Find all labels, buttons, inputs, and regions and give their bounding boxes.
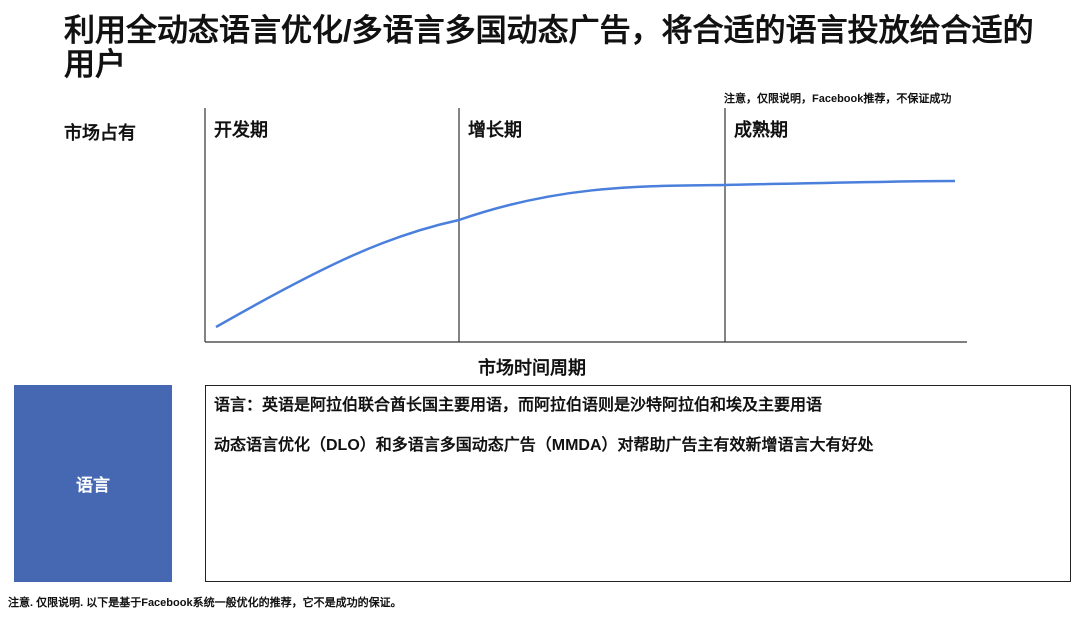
info-box: 语言：英语是阿拉伯联合酋长国主要用语，而阿拉伯语则是沙特阿拉伯和埃及主要用语 动… <box>205 385 1071 582</box>
y-axis-label: 市场占有 <box>64 123 136 143</box>
phase-label-growth: 增长期 <box>468 119 522 140</box>
phase-label-development: 开发期 <box>214 119 268 140</box>
lifecycle-chart: 开发期 增长期 成熟期 <box>204 108 967 343</box>
info-line-dlo-mmda: 动态语言优化（DLO）和多语言多国动态广告（MMDA）对帮助广告主有效新增语言大… <box>214 437 874 454</box>
info-line-language: 语言：英语是阿拉伯联合酋长国主要用语，而阿拉伯语则是沙特阿拉伯和埃及主要用语 <box>214 397 823 414</box>
language-box-label: 语言 <box>76 476 110 495</box>
disclaimer-bottom: 注意. 仅限说明. 以下是基于Facebook系统一般优化的推荐，它不是成功的保… <box>8 597 402 609</box>
market-share-curve <box>215 179 956 329</box>
page-title: 利用全动态语言优化/多语言多国动态广告，将合适的语言投放给合适的用户 <box>64 13 1034 82</box>
phase-label-maturity: 成熟期 <box>734 119 788 140</box>
x-axis-label: 市场时间周期 <box>478 358 586 378</box>
language-box: 语言 <box>14 385 172 582</box>
disclaimer-top: 注意，仅限说明，Facebook推荐，不保证成功 <box>724 93 952 105</box>
